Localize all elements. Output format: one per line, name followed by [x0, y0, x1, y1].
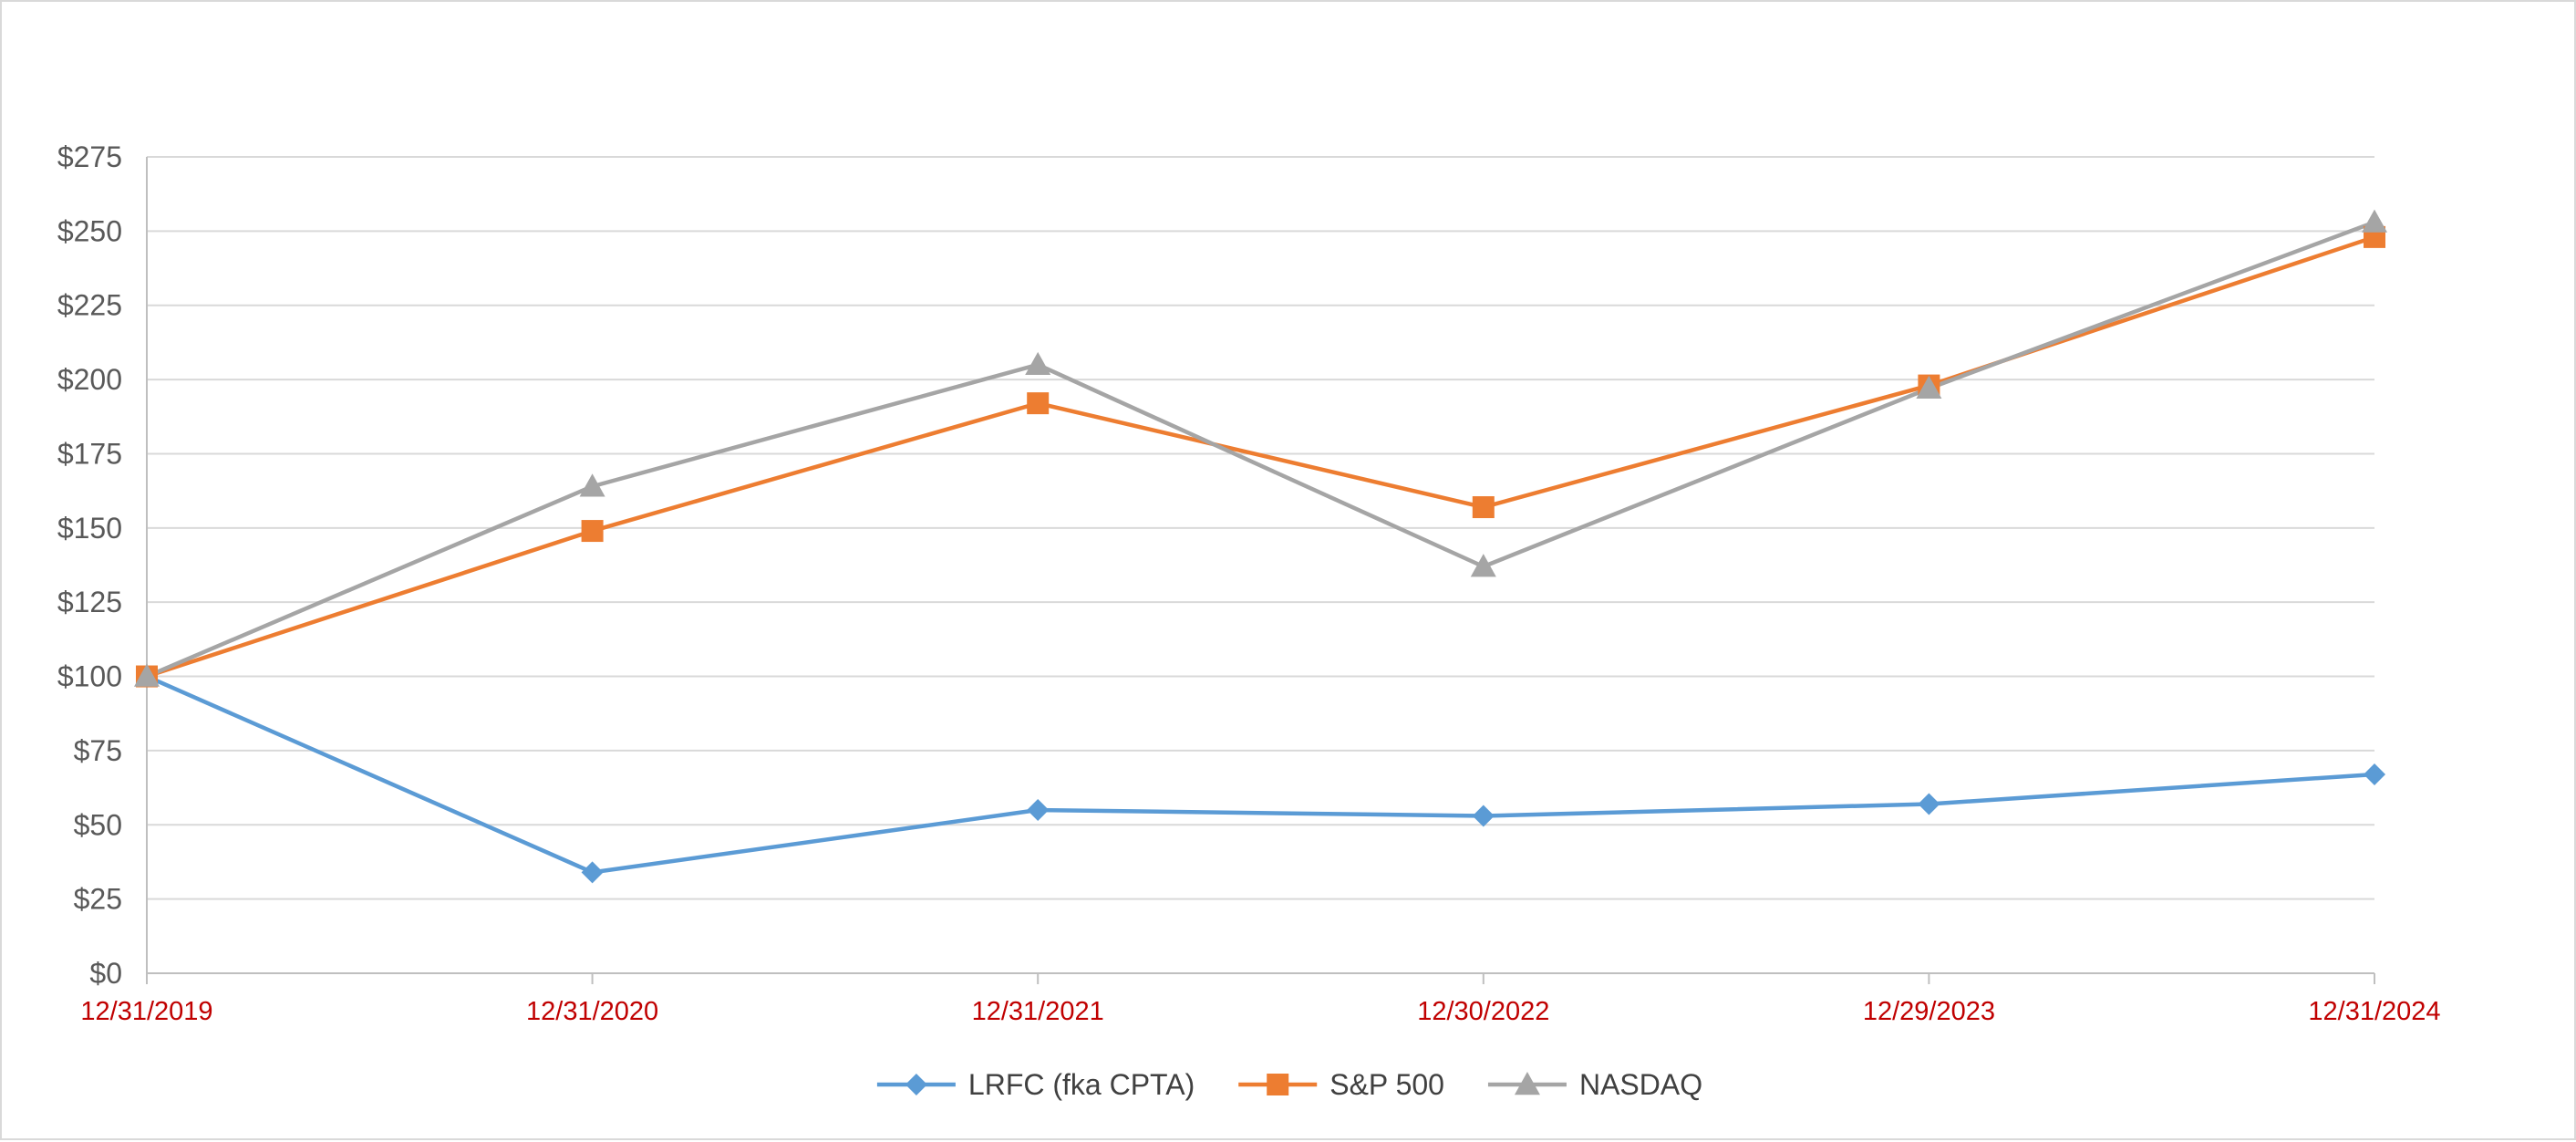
legend-label: NASDAQ [1579, 1068, 1702, 1101]
y-tick-label: $175 [57, 437, 122, 470]
y-tick-label: $0 [89, 957, 122, 990]
x-tick-label: 12/30/2022 [1417, 997, 1549, 1026]
data-point-triangle [2362, 209, 2387, 233]
series-line-square [146, 234, 2375, 679]
legend-label: S&P 500 [1329, 1068, 1444, 1101]
data-point-triangle [579, 473, 605, 497]
data-point-diamond [581, 861, 604, 884]
y-tick-label: $100 [57, 660, 122, 693]
data-point-triangle [1025, 351, 1051, 376]
data-point-diamond [1918, 793, 1940, 815]
y-tick-label: $25 [74, 883, 122, 916]
x-tick-label: 12/31/2019 [80, 997, 212, 1026]
series-line-diamond [146, 674, 2375, 875]
legend-marker-diamond [905, 1074, 927, 1095]
x-tick-label: 12/31/2020 [526, 997, 658, 1026]
y-tick-label: $275 [57, 140, 122, 173]
data-point-square [1027, 392, 1050, 415]
legend-marker-triangle [1514, 1072, 1540, 1095]
data-point-triangle [1470, 554, 1496, 577]
data-point-square [581, 520, 604, 543]
y-tick-label: $200 [57, 363, 122, 396]
x-tick-label: 12/31/2024 [2308, 997, 2440, 1026]
series-line-triangle [146, 220, 2375, 679]
x-tick-label: 12/29/2023 [1863, 997, 1995, 1026]
data-point-diamond [1472, 805, 1495, 827]
data-point-diamond [1027, 799, 1050, 821]
data-point-triangle [1916, 375, 1942, 400]
y-tick-label: $50 [74, 808, 122, 841]
y-tick-label: $250 [57, 214, 122, 247]
data-point-triangle [134, 663, 160, 687]
y-tick-label: $75 [74, 734, 122, 767]
legend-marker-square [1267, 1074, 1289, 1095]
legend-label: LRFC (fka CPTA) [968, 1068, 1195, 1101]
y-tick-label: $125 [57, 586, 122, 618]
data-point-square [1472, 496, 1495, 519]
y-tick-label: $225 [57, 289, 122, 322]
x-tick-label: 12/31/2021 [972, 997, 1104, 1026]
data-point-diamond [2364, 763, 2385, 785]
y-tick-label: $150 [57, 512, 122, 545]
